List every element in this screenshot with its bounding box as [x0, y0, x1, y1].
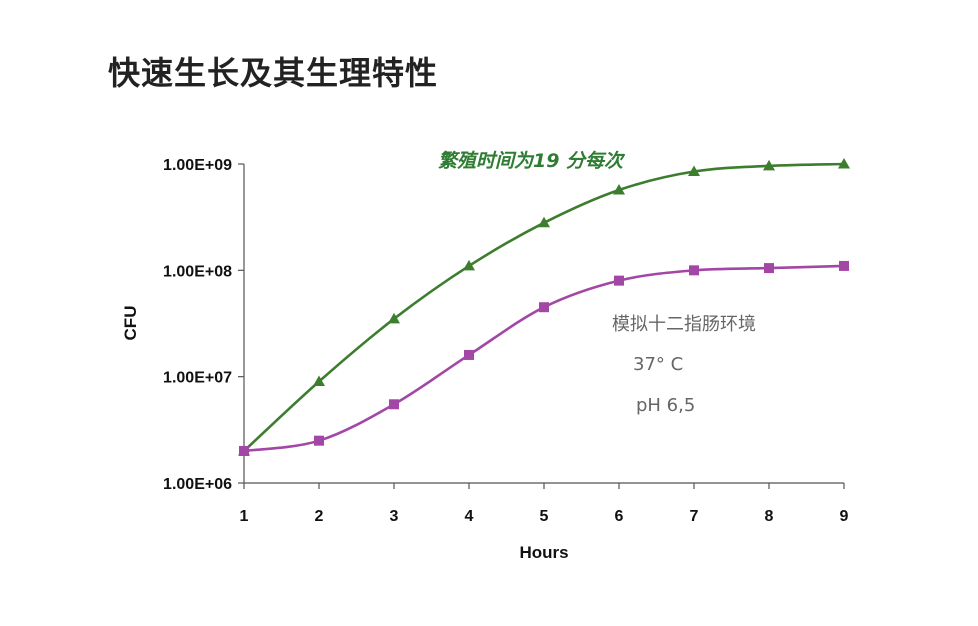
x-tick-label: 1	[240, 508, 249, 525]
x-tick-label: 9	[840, 508, 849, 525]
x-tick-label: 8	[765, 508, 774, 525]
data-point-square	[464, 349, 474, 360]
x-tick-label: 6	[615, 508, 624, 525]
series-line-2	[243, 264, 845, 453]
data-point-square	[539, 302, 549, 313]
chart-ticks: 1.00E+06 1.00E+07 1.00E+08 1.00E+09 1 2 3 4 5 6 7 8…	[163, 157, 849, 525]
data-point-square	[239, 445, 249, 456]
condition-temperature: 37° C	[633, 354, 683, 375]
data-point-square	[614, 275, 624, 286]
y-tick-label: 1.00E+08	[163, 263, 232, 280]
y-tick-label: 1.00E+06	[163, 476, 232, 493]
condition-environment: 模拟十二指肠环境	[612, 314, 756, 335]
data-point-triangle	[838, 158, 850, 169]
data-point-triangle	[538, 216, 550, 228]
y-axis-title: CFU	[121, 306, 140, 341]
data-point-square	[689, 265, 699, 276]
x-tick-label: 3	[390, 508, 399, 525]
data-point-triangle	[388, 312, 400, 324]
condition-ph: pH 6,5	[636, 395, 695, 416]
series-line-1	[243, 162, 845, 452]
x-tick-label: 5	[540, 508, 549, 525]
data-point-triangle	[763, 159, 775, 171]
data-point-triangle	[313, 375, 325, 387]
x-tick-label: 4	[465, 508, 474, 525]
series-markers	[238, 158, 850, 456]
data-point-triangle	[463, 259, 475, 271]
x-tick-label: 2	[315, 508, 324, 525]
data-point-triangle	[613, 183, 625, 195]
x-tick-label: 7	[690, 508, 699, 525]
y-tick-label: 1.00E+07	[163, 370, 232, 387]
x-axis-title: Hours	[519, 543, 568, 562]
data-point-square	[839, 260, 849, 271]
data-point-square	[389, 399, 399, 410]
y-tick-label: 1.00E+09	[163, 157, 232, 174]
data-point-triangle	[688, 165, 700, 177]
data-point-square	[314, 435, 324, 446]
doubling-time-note: 繁殖时间为19 分每次	[438, 150, 626, 172]
data-point-square	[764, 263, 774, 274]
slide-title: 快速生长及其生理特性	[108, 54, 439, 92]
